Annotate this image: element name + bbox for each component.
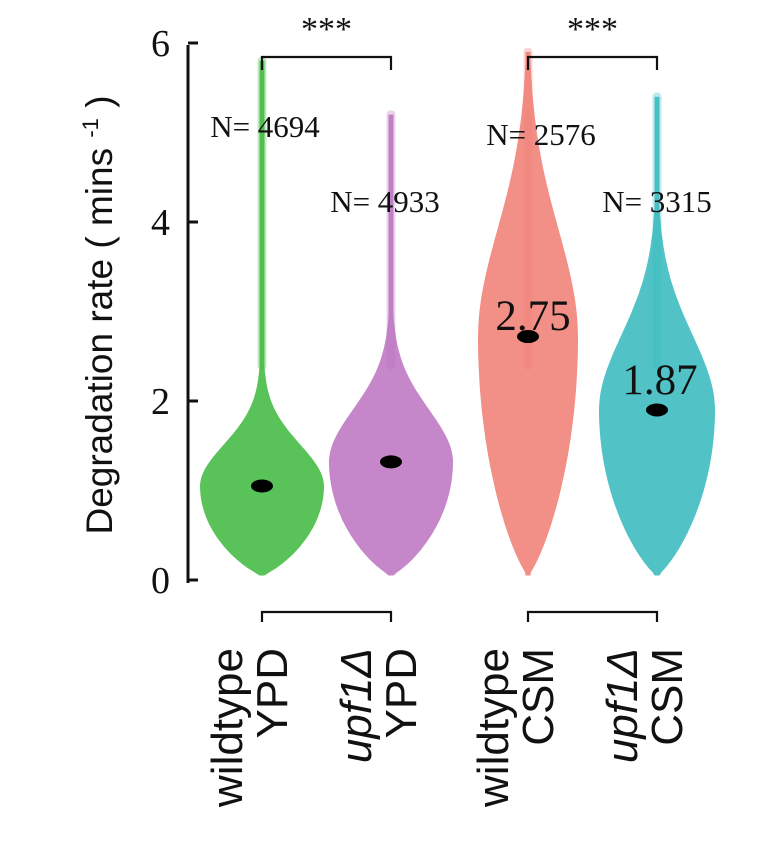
x-label-line2-3: CSM [643, 648, 692, 746]
y-tick-label: 4 [151, 202, 170, 244]
x-label-line2-1: YPD [377, 648, 426, 738]
violin-1 [329, 114, 453, 576]
y-tick-label: 0 [151, 560, 170, 602]
annotations-layer: N= 4694 N= 4933 N= 2576 2.75 N= 3315 1.87 [210, 109, 712, 404]
significance-label-0: *** [301, 11, 352, 48]
y-axis-label-main: Degradation rate ( mins [79, 148, 120, 535]
x-label-line1-1: upf1Δ [332, 648, 381, 763]
n-label-0: N= 4694 [210, 109, 320, 144]
x-label-line2-0: YPD [248, 648, 297, 738]
x-label-line1-3: upf1Δ [598, 648, 647, 763]
median-marker-0 [251, 479, 273, 493]
median-label-2: 2.75 [495, 293, 570, 340]
group-bar-0 [260, 610, 393, 622]
n-label-1: N= 4933 [330, 184, 440, 219]
x-label-line1-0: wildtype [203, 648, 252, 808]
significance-label-1: *** [567, 11, 618, 48]
y-axis-label-close: ) [79, 95, 120, 107]
y-ticks: 0 2 4 6 [151, 23, 198, 602]
n-label-2: N= 2576 [486, 117, 596, 152]
median-marker-3 [646, 403, 668, 417]
median-marker-1 [380, 455, 402, 469]
y-axis-label-sup: -1 [78, 118, 103, 138]
significance-bracket-0 [260, 55, 393, 70]
median-label-3: 1.87 [622, 357, 697, 404]
y-tick-label: 2 [151, 381, 170, 423]
violin-2 [478, 51, 578, 576]
violin-3 [599, 96, 715, 576]
y-axis-label: Degradation rate ( mins -1 ) [65, 95, 120, 534]
violin-0 [200, 60, 324, 576]
n-label-3: N= 3315 [602, 184, 712, 219]
significance-brackets: *** *** [260, 11, 659, 622]
significance-bracket-1 [526, 55, 659, 70]
medians-layer [251, 330, 668, 493]
x-label-line2-2: CSM [514, 648, 563, 746]
violins-layer [200, 47, 715, 576]
x-label-line1-2: wildtype [469, 648, 518, 808]
group-bar-1 [526, 610, 659, 622]
y-tick-label: 6 [151, 23, 170, 65]
median-marker-2 [517, 330, 539, 344]
